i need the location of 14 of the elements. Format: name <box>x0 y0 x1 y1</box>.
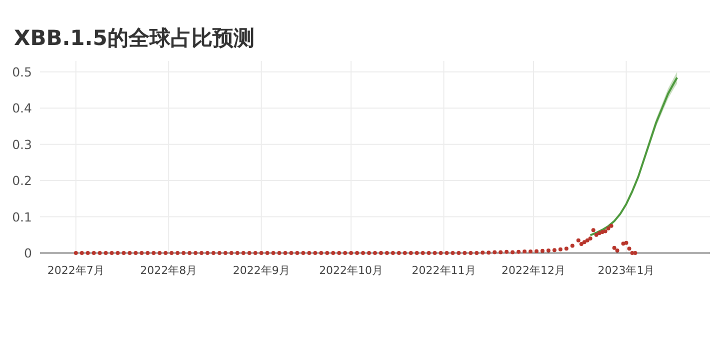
y-tick-label: 0.2 <box>12 173 32 188</box>
y-tick-label: 0.5 <box>12 64 32 80</box>
x-tick-label: 2022年9月 <box>232 264 290 277</box>
y-tick-label: 0.4 <box>12 100 32 116</box>
x-tick-label: 2022年8月 <box>140 264 198 277</box>
x-tick-label: 2022年7月 <box>47 264 104 277</box>
chart-title: XBB.1.5的全球占比预测 <box>14 26 254 50</box>
x-tick-label: 2022年11月 <box>412 264 476 277</box>
x-tick-label: 2022年12月 <box>502 264 566 277</box>
y-tick-label: 0.1 <box>12 209 32 224</box>
y-tick-label: 0.3 <box>12 136 32 152</box>
x-tick-label: 2023年1月 <box>598 264 655 277</box>
y-tick-label: 0 <box>24 246 32 260</box>
x-tick-label: 2022年10月 <box>319 264 384 277</box>
